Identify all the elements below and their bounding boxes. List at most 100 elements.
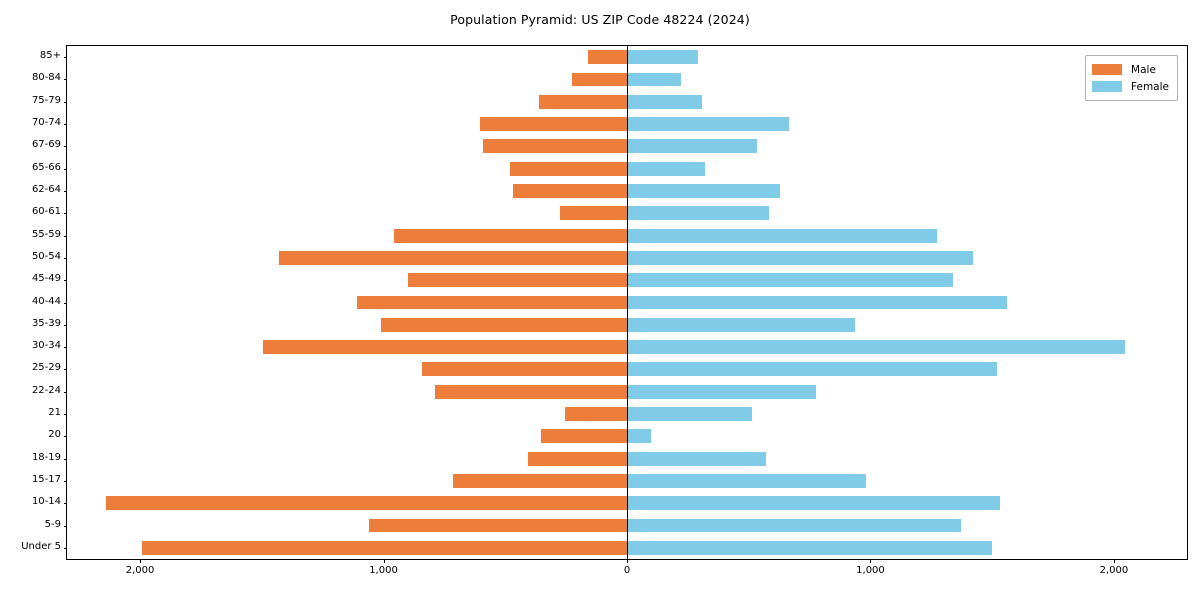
y-tick-mark: [63, 302, 67, 304]
y-tick-mark: [63, 391, 67, 393]
legend-swatch-male: [1092, 64, 1123, 75]
bar-male: [434, 384, 627, 399]
bar-female: [627, 250, 973, 265]
y-tick-mark: [63, 280, 67, 282]
y-tick-mark: [63, 324, 67, 326]
bar-female: [627, 474, 866, 488]
x-tick-label: 0: [623, 565, 631, 576]
y-tick-label: 21: [48, 407, 61, 419]
bar-female: [627, 94, 703, 109]
y-tick-label: 80-84: [31, 72, 61, 84]
bar-female: [627, 317, 855, 332]
y-tick-mark: [63, 190, 67, 192]
bar-row: [67, 117, 1187, 131]
bar-male: [564, 407, 627, 421]
bar-male: [540, 429, 627, 444]
y-tick-label: 75-79: [31, 94, 61, 106]
bar-row: [67, 474, 1187, 488]
bar-male: [560, 206, 627, 221]
y-tick-label: 30-34: [31, 340, 61, 352]
y-tick-mark: [63, 213, 67, 215]
x-tick-label: 1,000: [369, 565, 398, 576]
x-tick-label: 1,000: [856, 565, 885, 576]
y-tick-mark: [63, 79, 67, 81]
bar-row: [67, 518, 1187, 533]
y-tick-mark: [63, 369, 67, 371]
chart-legend: Male Female: [1085, 55, 1178, 101]
bar-row: [67, 273, 1187, 288]
plot-area: 2,000 1,000 0 1,000 2,000 85+ 80-84 75-79 70-74…: [21, 45, 1188, 576]
y-tick-mark: [63, 146, 67, 148]
bars-layer: [67, 46, 1187, 559]
y-tick-label: 5-9: [44, 518, 61, 530]
bar-male: [483, 139, 627, 154]
bar-male: [278, 250, 627, 265]
y-tick-label: 15-17: [31, 473, 61, 485]
bar-male: [368, 518, 627, 533]
y-tick-mark: [63, 168, 67, 170]
y-tick-mark: [63, 480, 67, 482]
bar-row: [67, 94, 1187, 109]
bar-male: [572, 72, 627, 87]
bar-female: [627, 50, 698, 65]
y-tick-mark: [63, 547, 67, 549]
bar-female: [627, 206, 770, 221]
x-tick-label: 2,000: [125, 565, 155, 576]
chart-title: Population Pyramid: US ZIP Code 48224 (2…: [450, 12, 750, 27]
y-tick-mark: [63, 414, 67, 416]
y-tick-label: 70-74: [31, 117, 61, 129]
bar-male: [381, 317, 627, 332]
bar-row: [67, 496, 1187, 511]
bar-male: [479, 117, 627, 131]
bar-female: [627, 228, 938, 243]
legend-entry-female: Female: [1092, 78, 1169, 95]
bar-female: [627, 139, 758, 154]
x-tick-mark: [870, 559, 872, 563]
bar-row: [67, 228, 1187, 243]
bar-row: [67, 317, 1187, 332]
bar-male: [528, 451, 627, 466]
bar-female: [627, 295, 1007, 310]
bar-female: [627, 184, 781, 198]
bar-row: [67, 139, 1187, 154]
y-tick-label: 40-44: [31, 295, 61, 307]
bar-male: [407, 273, 627, 288]
legend-swatch-female: [1092, 81, 1123, 92]
bar-female: [627, 362, 998, 377]
bar-female: [627, 273, 954, 288]
bar-row: [67, 362, 1187, 377]
y-tick-label: 85+: [39, 50, 61, 62]
y-tick-label: 62-64: [31, 183, 61, 195]
bar-row: [67, 250, 1187, 265]
y-tick-label: 18-19: [31, 451, 61, 463]
bar-row: [67, 72, 1187, 87]
y-tick-label: 60-61: [31, 206, 61, 218]
y-tick-label: 22-24: [31, 384, 61, 396]
y-tick-mark: [63, 257, 67, 259]
bar-row: [67, 540, 1187, 555]
bar-female: [627, 429, 652, 444]
bar-female: [627, 117, 789, 131]
y-tick-label: 65-66: [31, 161, 61, 173]
bar-female: [627, 340, 1125, 355]
y-tick-label: 55-59: [31, 228, 61, 240]
legend-entry-male: Male: [1092, 61, 1169, 78]
x-tick-label: 2,000: [1099, 565, 1129, 576]
y-tick-mark: [63, 525, 67, 527]
y-tick-mark: [63, 235, 67, 237]
legend-label-male: Male: [1131, 63, 1156, 76]
bar-male: [512, 184, 627, 198]
bar-female: [627, 518, 961, 533]
bar-male: [105, 496, 627, 511]
bar-male: [394, 228, 627, 243]
x-tick-mark: [1113, 559, 1115, 563]
bar-male: [588, 50, 627, 65]
y-tick-mark: [63, 436, 67, 438]
bar-row: [67, 451, 1187, 466]
bar-row: [67, 407, 1187, 421]
bar-row: [67, 384, 1187, 399]
x-tick-mark: [140, 559, 142, 563]
bar-female: [627, 72, 682, 87]
bar-female: [627, 496, 1000, 511]
